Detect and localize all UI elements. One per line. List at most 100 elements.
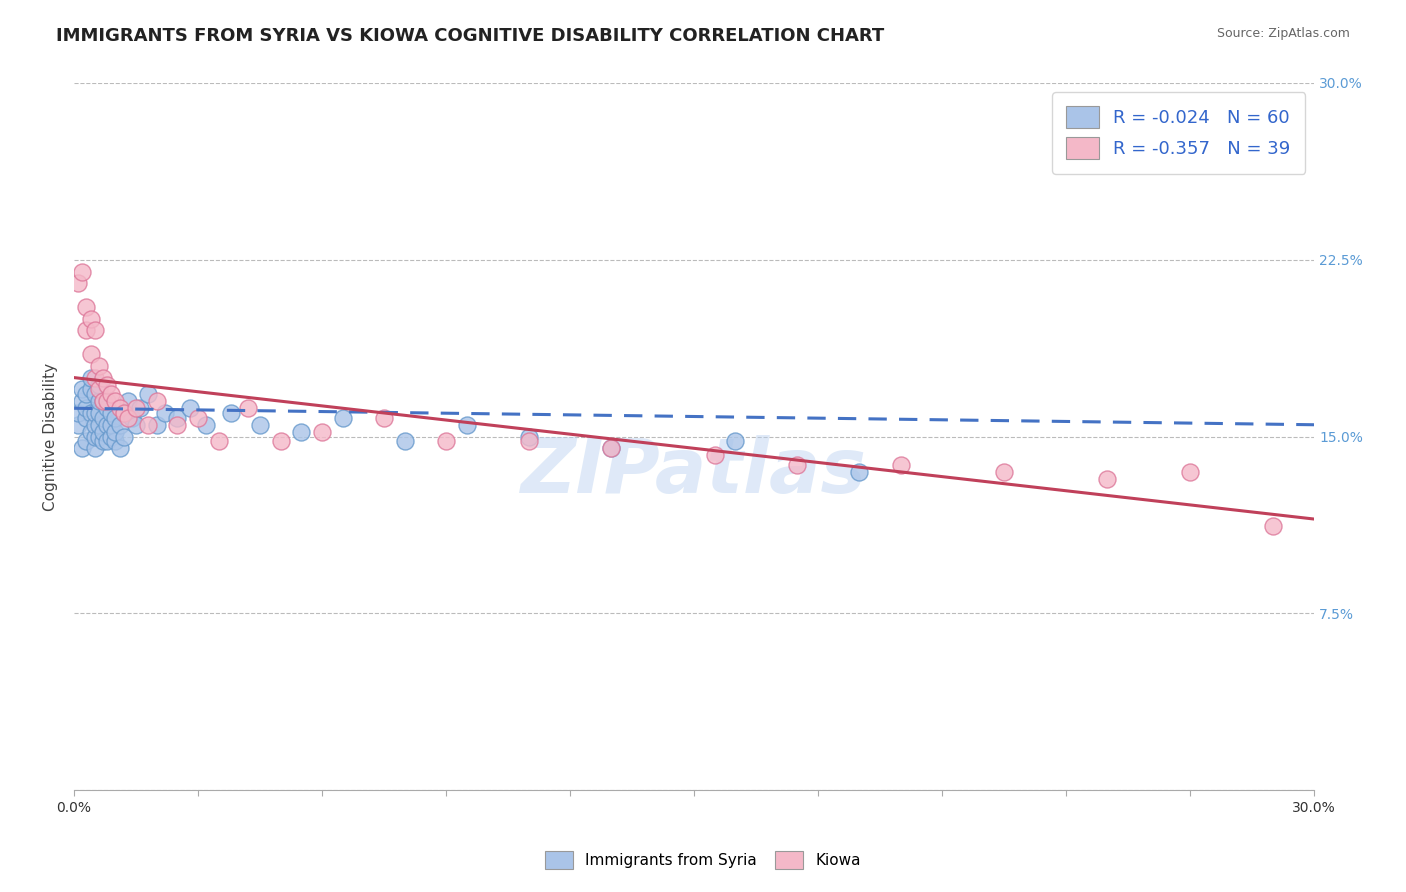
Point xyxy=(67,406,90,420)
Point xyxy=(83,370,105,384)
Point xyxy=(96,417,118,432)
Point xyxy=(72,394,94,409)
Point xyxy=(104,394,127,409)
Point xyxy=(166,417,188,432)
Point xyxy=(96,434,118,449)
Point xyxy=(83,429,105,443)
Point xyxy=(104,434,127,449)
Point xyxy=(96,401,118,416)
Point xyxy=(83,417,105,432)
Point xyxy=(311,425,333,439)
Point xyxy=(121,410,143,425)
Point xyxy=(76,401,98,416)
Point xyxy=(145,417,167,432)
Point xyxy=(79,311,101,326)
Point xyxy=(83,323,105,337)
Point xyxy=(79,383,101,397)
Point xyxy=(79,347,101,361)
Point xyxy=(208,434,231,449)
Point xyxy=(87,417,110,432)
Point xyxy=(72,383,94,397)
Point xyxy=(83,442,105,456)
Point xyxy=(848,465,870,479)
Point xyxy=(517,434,540,449)
Point xyxy=(100,429,122,443)
Point xyxy=(83,406,105,420)
Point xyxy=(91,370,114,384)
Point xyxy=(890,458,912,472)
Point xyxy=(195,417,218,432)
Point xyxy=(125,417,148,432)
Point xyxy=(96,377,118,392)
Point xyxy=(87,406,110,420)
Point xyxy=(76,410,98,425)
Point xyxy=(108,401,131,416)
Point xyxy=(67,417,90,432)
Point xyxy=(91,425,114,439)
Text: Source: ZipAtlas.com: Source: ZipAtlas.com xyxy=(1216,27,1350,40)
Point xyxy=(76,434,98,449)
Point xyxy=(108,417,131,432)
Legend: R = -0.024   N = 60, R = -0.357   N = 39: R = -0.024 N = 60, R = -0.357 N = 39 xyxy=(1052,92,1305,174)
Point xyxy=(517,429,540,443)
Point xyxy=(67,277,90,291)
Point xyxy=(179,401,201,416)
Point xyxy=(434,434,457,449)
Point xyxy=(153,406,176,420)
Point xyxy=(270,434,292,449)
Point xyxy=(290,425,312,439)
Point xyxy=(138,387,160,401)
Point xyxy=(117,394,139,409)
Point xyxy=(91,394,114,409)
Point xyxy=(87,394,110,409)
Point xyxy=(703,449,725,463)
Point xyxy=(249,417,271,432)
Point xyxy=(79,425,101,439)
Point xyxy=(373,410,395,425)
Point xyxy=(91,410,114,425)
Point xyxy=(724,434,747,449)
Point xyxy=(87,359,110,373)
Point xyxy=(236,401,259,416)
Legend: Immigrants from Syria, Kiowa: Immigrants from Syria, Kiowa xyxy=(540,845,866,875)
Point xyxy=(1097,472,1119,486)
Point xyxy=(87,383,110,397)
Point xyxy=(87,429,110,443)
Text: ZIPatlas: ZIPatlas xyxy=(522,435,868,509)
Point xyxy=(76,300,98,314)
Point xyxy=(108,442,131,456)
Point xyxy=(112,429,135,443)
Point xyxy=(76,387,98,401)
Point xyxy=(600,442,623,456)
Point xyxy=(112,406,135,420)
Point xyxy=(145,394,167,409)
Point xyxy=(1261,519,1284,533)
Point xyxy=(125,401,148,416)
Point xyxy=(166,410,188,425)
Point xyxy=(100,406,122,420)
Point xyxy=(456,417,478,432)
Point xyxy=(1178,465,1201,479)
Point xyxy=(72,264,94,278)
Point xyxy=(91,394,114,409)
Point xyxy=(786,458,808,472)
Point xyxy=(100,417,122,432)
Point xyxy=(600,442,623,456)
Point xyxy=(129,401,152,416)
Point xyxy=(100,387,122,401)
Point xyxy=(91,434,114,449)
Point xyxy=(96,394,118,409)
Point xyxy=(112,406,135,420)
Point xyxy=(76,323,98,337)
Text: IMMIGRANTS FROM SYRIA VS KIOWA COGNITIVE DISABILITY CORRELATION CHART: IMMIGRANTS FROM SYRIA VS KIOWA COGNITIVE… xyxy=(56,27,884,45)
Point xyxy=(83,387,105,401)
Point xyxy=(394,434,416,449)
Point xyxy=(117,410,139,425)
Point xyxy=(219,406,242,420)
Point xyxy=(79,370,101,384)
Point xyxy=(993,465,1015,479)
Point xyxy=(104,425,127,439)
Point xyxy=(87,377,110,392)
Point xyxy=(138,417,160,432)
Point xyxy=(104,410,127,425)
